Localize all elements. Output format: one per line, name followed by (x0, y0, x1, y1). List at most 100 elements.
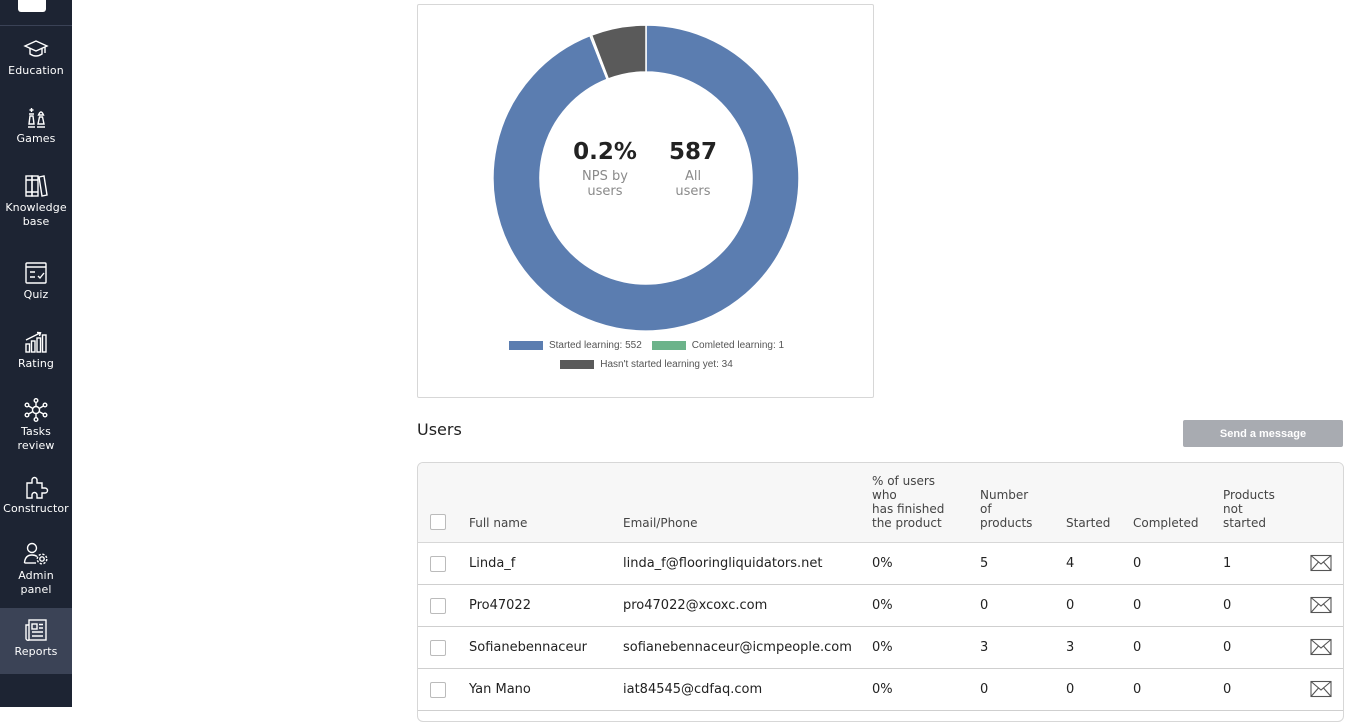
sidebar-item-constructor[interactable]: Constructor (0, 474, 72, 526)
all-users-stat: 587 All users (658, 139, 728, 199)
nps-label: NPS by users (582, 169, 628, 199)
cell-products-not-started: 0 (1223, 682, 1232, 697)
table-row[interactable]: Yan Mano iat84545@cdfaq.com 0% 0 0 0 0 (418, 669, 1343, 711)
row-checkbox[interactable] (430, 640, 446, 656)
cell-finished-percent: 0% (872, 640, 893, 655)
users-table: Full name Email/Phone % of users who has… (417, 462, 1344, 722)
column-header-number-of-products[interactable]: Number of products (980, 488, 1033, 530)
learning-status-chart-card: 0.2% NPS by users 587 All users Started … (417, 4, 874, 398)
row-checkbox[interactable] (430, 682, 446, 698)
legend-swatch (560, 360, 595, 369)
column-header-email[interactable]: Email/Phone (623, 516, 698, 530)
sidebar-item-admin-panel[interactable]: Admin panel (0, 541, 72, 605)
cell-started: 0 (1066, 682, 1075, 697)
row-checkbox[interactable] (430, 598, 446, 614)
app-logo[interactable] (18, 0, 46, 12)
sidebar-item-label: Rating (17, 357, 55, 370)
puzzle-icon (26, 476, 49, 499)
column-header-completed[interactable]: Completed (1133, 516, 1199, 530)
row-checkbox[interactable] (430, 556, 446, 572)
table-header: Full name Email/Phone % of users who has… (418, 463, 1343, 543)
all-users-label: All users (675, 169, 711, 199)
cell-number-of-products: 0 (980, 682, 989, 697)
cell-finished-percent: 0% (872, 682, 893, 697)
cell-started: 4 (1066, 556, 1075, 571)
cell-finished-percent: 0% (872, 598, 893, 613)
cell-finished-percent: 0% (872, 556, 893, 571)
cell-products-not-started: 0 (1223, 598, 1232, 613)
sidebar-item-label: Games (16, 132, 56, 145)
cell-products-not-started: 1 (1223, 556, 1232, 571)
sidebar-item-tasks-review[interactable]: Tasks review (0, 397, 72, 461)
column-header-finished-percent[interactable]: % of users who has finished the product (872, 474, 945, 530)
reports-icon (25, 619, 47, 641)
send-message-button[interactable]: Send a message (1183, 420, 1343, 447)
network-icon (24, 398, 48, 423)
chess-icon (28, 108, 45, 128)
table-row[interactable]: Pro47022 pro47022@xcoxc.com 0% 0 0 0 0 (418, 585, 1343, 627)
divider (0, 25, 72, 26)
table-row[interactable]: Linda_f linda_f@flooringliquidators.net 0%… (418, 543, 1343, 585)
nps-stat: 0.2% NPS by users (566, 139, 644, 199)
sidebar-item-label: Admin panel (18, 569, 54, 596)
legend-swatch (508, 341, 543, 350)
legend-label: Comleted learning: 1 (691, 340, 785, 351)
sidebar-item-label: Quiz (23, 288, 49, 301)
column-header-started[interactable]: Started (1066, 516, 1111, 530)
send-mail-icon[interactable] (1310, 680, 1332, 698)
sidebar-item-label: Education (8, 64, 64, 77)
sidebar-item-rating[interactable]: Rating (0, 329, 72, 381)
sidebar-item-label: Knowledge base (5, 201, 67, 228)
cell-completed: 0 (1133, 682, 1142, 697)
cell-full-name: Yan Mano (469, 682, 531, 697)
sidebar-item-quiz[interactable]: Quiz (0, 260, 72, 312)
send-mail-icon[interactable] (1310, 596, 1332, 614)
cell-products-not-started: 0 (1223, 640, 1232, 655)
cell-email: sofianebennaceur@icmpeople.com (623, 640, 852, 655)
sidebar: Education Games Knowledge base Quiz Rati… (0, 0, 72, 707)
cell-completed: 0 (1133, 640, 1142, 655)
send-mail-icon[interactable] (1310, 638, 1332, 656)
table-row[interactable]: Sofianebennaceur sofianebennaceur@icmpeop… (418, 627, 1343, 669)
cell-completed: 0 (1133, 598, 1142, 613)
donut-slice-hasn-t-started-learning-yet[interactable] (590, 24, 647, 80)
cell-email: linda_f@flooringliquidators.net (623, 556, 823, 571)
users-section-title: Users (417, 420, 462, 439)
send-mail-icon[interactable] (1310, 554, 1332, 572)
cell-email: iat84545@cdfaq.com (623, 682, 763, 697)
cell-number-of-products: 3 (980, 640, 989, 655)
column-header-full-name[interactable]: Full name (469, 516, 528, 530)
select-all-checkbox[interactable] (430, 514, 446, 530)
sidebar-item-label: Constructor (3, 502, 69, 515)
sidebar-item-knowledge-base[interactable]: Knowledge base (0, 173, 72, 243)
column-header-products-not-started[interactable]: Products not started (1223, 488, 1275, 530)
cell-completed: 0 (1133, 556, 1142, 571)
sidebar-item-label: Reports (14, 645, 58, 658)
cell-number-of-products: 5 (980, 556, 989, 571)
admin-user-icon (23, 542, 48, 565)
legend-item-completed: Comleted learning: 1 (651, 340, 785, 351)
sidebar-item-games[interactable]: Games (0, 104, 72, 156)
legend-label: Hasn't started learning yet: 34 (600, 359, 733, 370)
legend-swatch (651, 341, 686, 350)
legend-item-not-started: Hasn't started learning yet: 34 (560, 359, 733, 370)
chart-legend-row-1: Started learning: 552 Comleted learning:… (418, 340, 875, 351)
legend-label: Started learning: 552 (548, 340, 642, 351)
cell-started: 3 (1066, 640, 1075, 655)
all-users-value: 587 (668, 139, 717, 165)
books-icon (25, 175, 48, 197)
graduation-cap-icon (23, 40, 49, 57)
cell-full-name: Pro47022 (469, 598, 531, 613)
sidebar-item-reports[interactable]: Reports (0, 608, 72, 674)
cell-email: pro47022@xcoxc.com (623, 598, 768, 613)
cell-full-name: Sofianebennaceur (469, 640, 588, 655)
cell-started: 0 (1066, 598, 1075, 613)
sidebar-item-education[interactable]: Education (0, 36, 72, 88)
quiz-icon (25, 262, 47, 284)
legend-item-started: Started learning: 552 (508, 340, 642, 351)
cell-full-name: Linda_f (469, 556, 516, 571)
sidebar-item-label: Tasks review (17, 425, 55, 452)
nps-value: 0.2% (573, 139, 637, 165)
cell-number-of-products: 0 (980, 598, 989, 613)
donut-slice-started-learning[interactable] (492, 24, 800, 332)
